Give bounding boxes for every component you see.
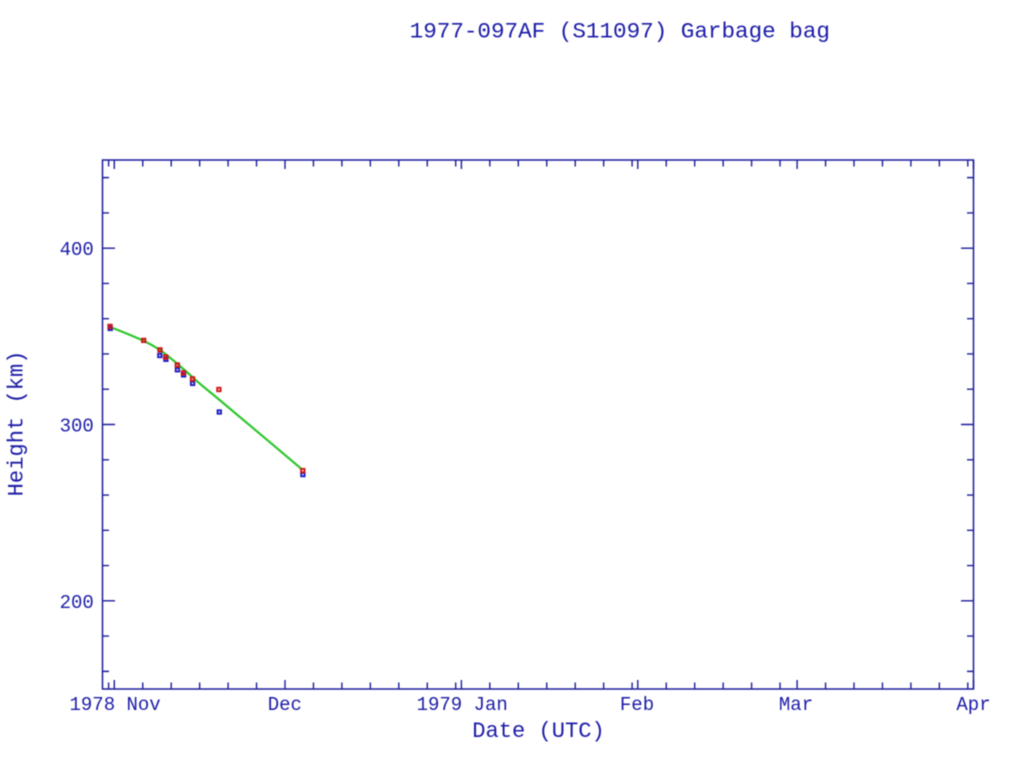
svg-text:300: 300 — [60, 415, 94, 437]
svg-text:400: 400 — [60, 239, 94, 261]
svg-text:Apr: Apr — [956, 694, 990, 716]
svg-text:Feb: Feb — [620, 694, 654, 716]
svg-text:1977-097AF (S11097) Garbage ba: 1977-097AF (S11097) Garbage bag — [410, 19, 830, 45]
svg-text:200: 200 — [60, 592, 94, 614]
svg-text:Mar: Mar — [779, 694, 813, 716]
svg-text:Height (km): Height (km) — [4, 350, 29, 496]
svg-text:1978 Nov: 1978 Nov — [69, 694, 160, 716]
svg-text:1979 Jan: 1979 Jan — [417, 694, 508, 716]
svg-text:Dec: Dec — [268, 694, 302, 716]
svg-text:Date (UTC): Date (UTC) — [472, 719, 605, 744]
